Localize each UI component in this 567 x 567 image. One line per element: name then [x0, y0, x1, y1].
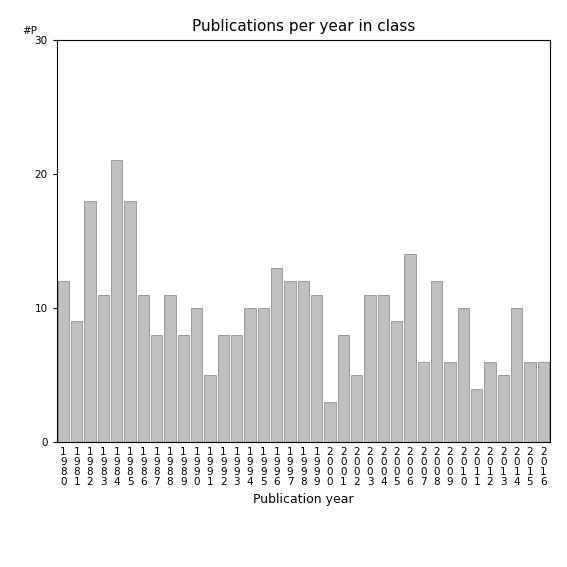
Bar: [111, 160, 122, 442]
Text: #P: #P: [22, 26, 37, 36]
Bar: [177, 335, 189, 442]
Bar: [124, 201, 136, 442]
Bar: [351, 375, 362, 442]
Bar: [458, 308, 469, 442]
Bar: [418, 362, 429, 442]
Bar: [431, 281, 442, 442]
Bar: [244, 308, 256, 442]
Bar: [298, 281, 309, 442]
Bar: [151, 335, 162, 442]
Bar: [338, 335, 349, 442]
Bar: [511, 308, 522, 442]
Bar: [391, 321, 403, 442]
Bar: [284, 281, 295, 442]
Bar: [524, 362, 536, 442]
Bar: [484, 362, 496, 442]
Bar: [218, 335, 229, 442]
Bar: [71, 321, 82, 442]
Bar: [471, 388, 483, 442]
Bar: [84, 201, 96, 442]
Bar: [164, 295, 176, 442]
Bar: [138, 295, 149, 442]
Bar: [365, 295, 376, 442]
Bar: [404, 255, 416, 442]
Bar: [204, 375, 215, 442]
Bar: [538, 362, 549, 442]
Bar: [445, 362, 456, 442]
Bar: [98, 295, 109, 442]
Bar: [58, 281, 69, 442]
Bar: [498, 375, 509, 442]
Bar: [271, 268, 282, 442]
Bar: [231, 335, 242, 442]
Bar: [311, 295, 323, 442]
Title: Publications per year in class: Publications per year in class: [192, 19, 415, 35]
Bar: [257, 308, 269, 442]
Bar: [324, 402, 336, 442]
Bar: [378, 295, 389, 442]
X-axis label: Publication year: Publication year: [253, 493, 354, 506]
Bar: [191, 308, 202, 442]
